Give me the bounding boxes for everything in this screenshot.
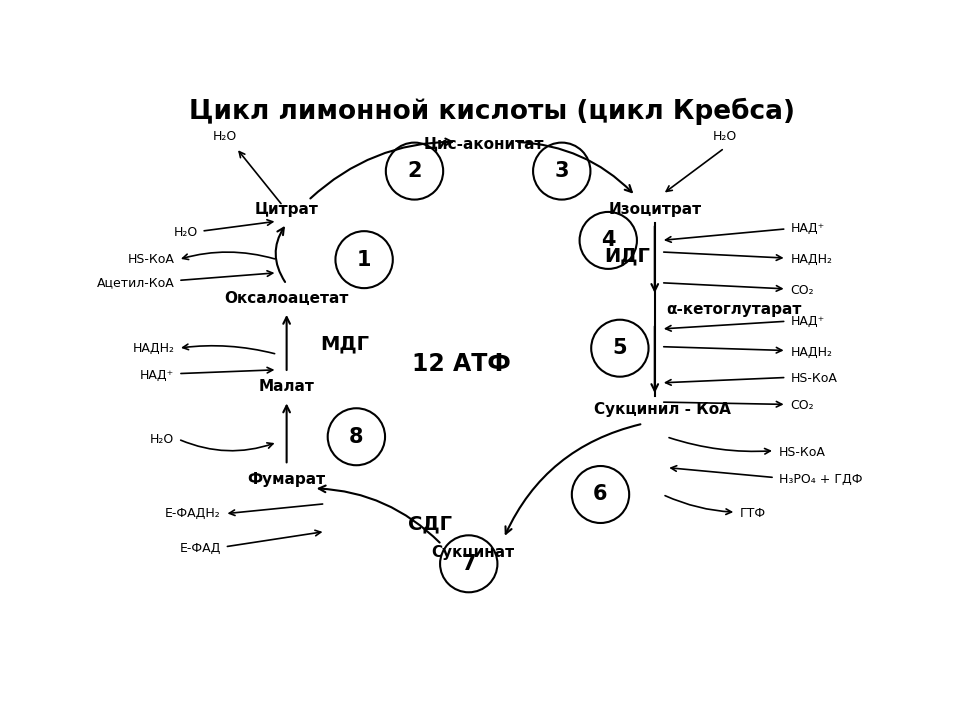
Text: Изоцитрат: Изоцитрат — [609, 202, 702, 217]
Text: НАД⁺: НАД⁺ — [140, 369, 175, 382]
Text: Ацетил-КоА: Ацетил-КоА — [97, 276, 175, 289]
Text: 2: 2 — [407, 161, 421, 181]
Text: Цис-аконитат: Цис-аконитат — [424, 137, 544, 152]
Text: МДГ: МДГ — [321, 335, 370, 354]
Text: НАД⁺: НАД⁺ — [790, 222, 825, 235]
Text: 5: 5 — [612, 338, 627, 358]
Text: 12 АТФ: 12 АТФ — [412, 351, 511, 376]
Text: Фумарат: Фумарат — [248, 472, 325, 487]
Text: 7: 7 — [462, 554, 476, 574]
Text: 6: 6 — [593, 485, 608, 505]
Text: СО₂: СО₂ — [790, 284, 814, 297]
Text: H₂O: H₂O — [712, 130, 736, 143]
Text: H₂O: H₂O — [150, 433, 175, 446]
Text: СО₂: СО₂ — [790, 400, 814, 413]
Text: НАД⁺: НАД⁺ — [790, 315, 825, 328]
Text: HS-КоА: HS-КоА — [779, 446, 826, 459]
Text: Цикл лимонной кислоты (цикл Кребса): Цикл лимонной кислоты (цикл Кребса) — [189, 98, 795, 125]
Text: Цитрат: Цитрат — [254, 202, 319, 217]
Text: H₃РО₄ + ГДФ: H₃РО₄ + ГДФ — [779, 472, 862, 485]
Text: НАДН₂: НАДН₂ — [132, 342, 175, 355]
Text: Малат: Малат — [258, 379, 315, 395]
Text: Оксалоацетат: Оксалоацетат — [225, 291, 348, 306]
Text: α-кетоглутарат: α-кетоглутарат — [666, 302, 802, 318]
Text: 3: 3 — [555, 161, 569, 181]
Text: H₂O: H₂O — [174, 226, 198, 239]
Text: СДГ: СДГ — [408, 514, 452, 534]
Text: Е-ФАДН₂: Е-ФАДН₂ — [165, 508, 221, 521]
Text: HS-КоА: HS-КоА — [128, 253, 175, 266]
Text: 8: 8 — [349, 427, 364, 446]
Text: 1: 1 — [357, 250, 372, 270]
Text: ИДГ: ИДГ — [605, 246, 651, 265]
Text: Сукцинил - КоА: Сукцинил - КоА — [594, 402, 731, 418]
Text: 4: 4 — [601, 230, 615, 251]
Text: ГТФ: ГТФ — [740, 508, 766, 521]
Text: Е-ФАД: Е-ФАД — [180, 542, 221, 555]
Text: НАДН₂: НАДН₂ — [790, 346, 832, 359]
Text: HS-КоА: HS-КоА — [790, 372, 837, 385]
Text: НАДН₂: НАДН₂ — [790, 253, 832, 266]
Text: H₂O: H₂O — [212, 130, 237, 143]
Text: Сукцинат: Сукцинат — [431, 545, 515, 559]
